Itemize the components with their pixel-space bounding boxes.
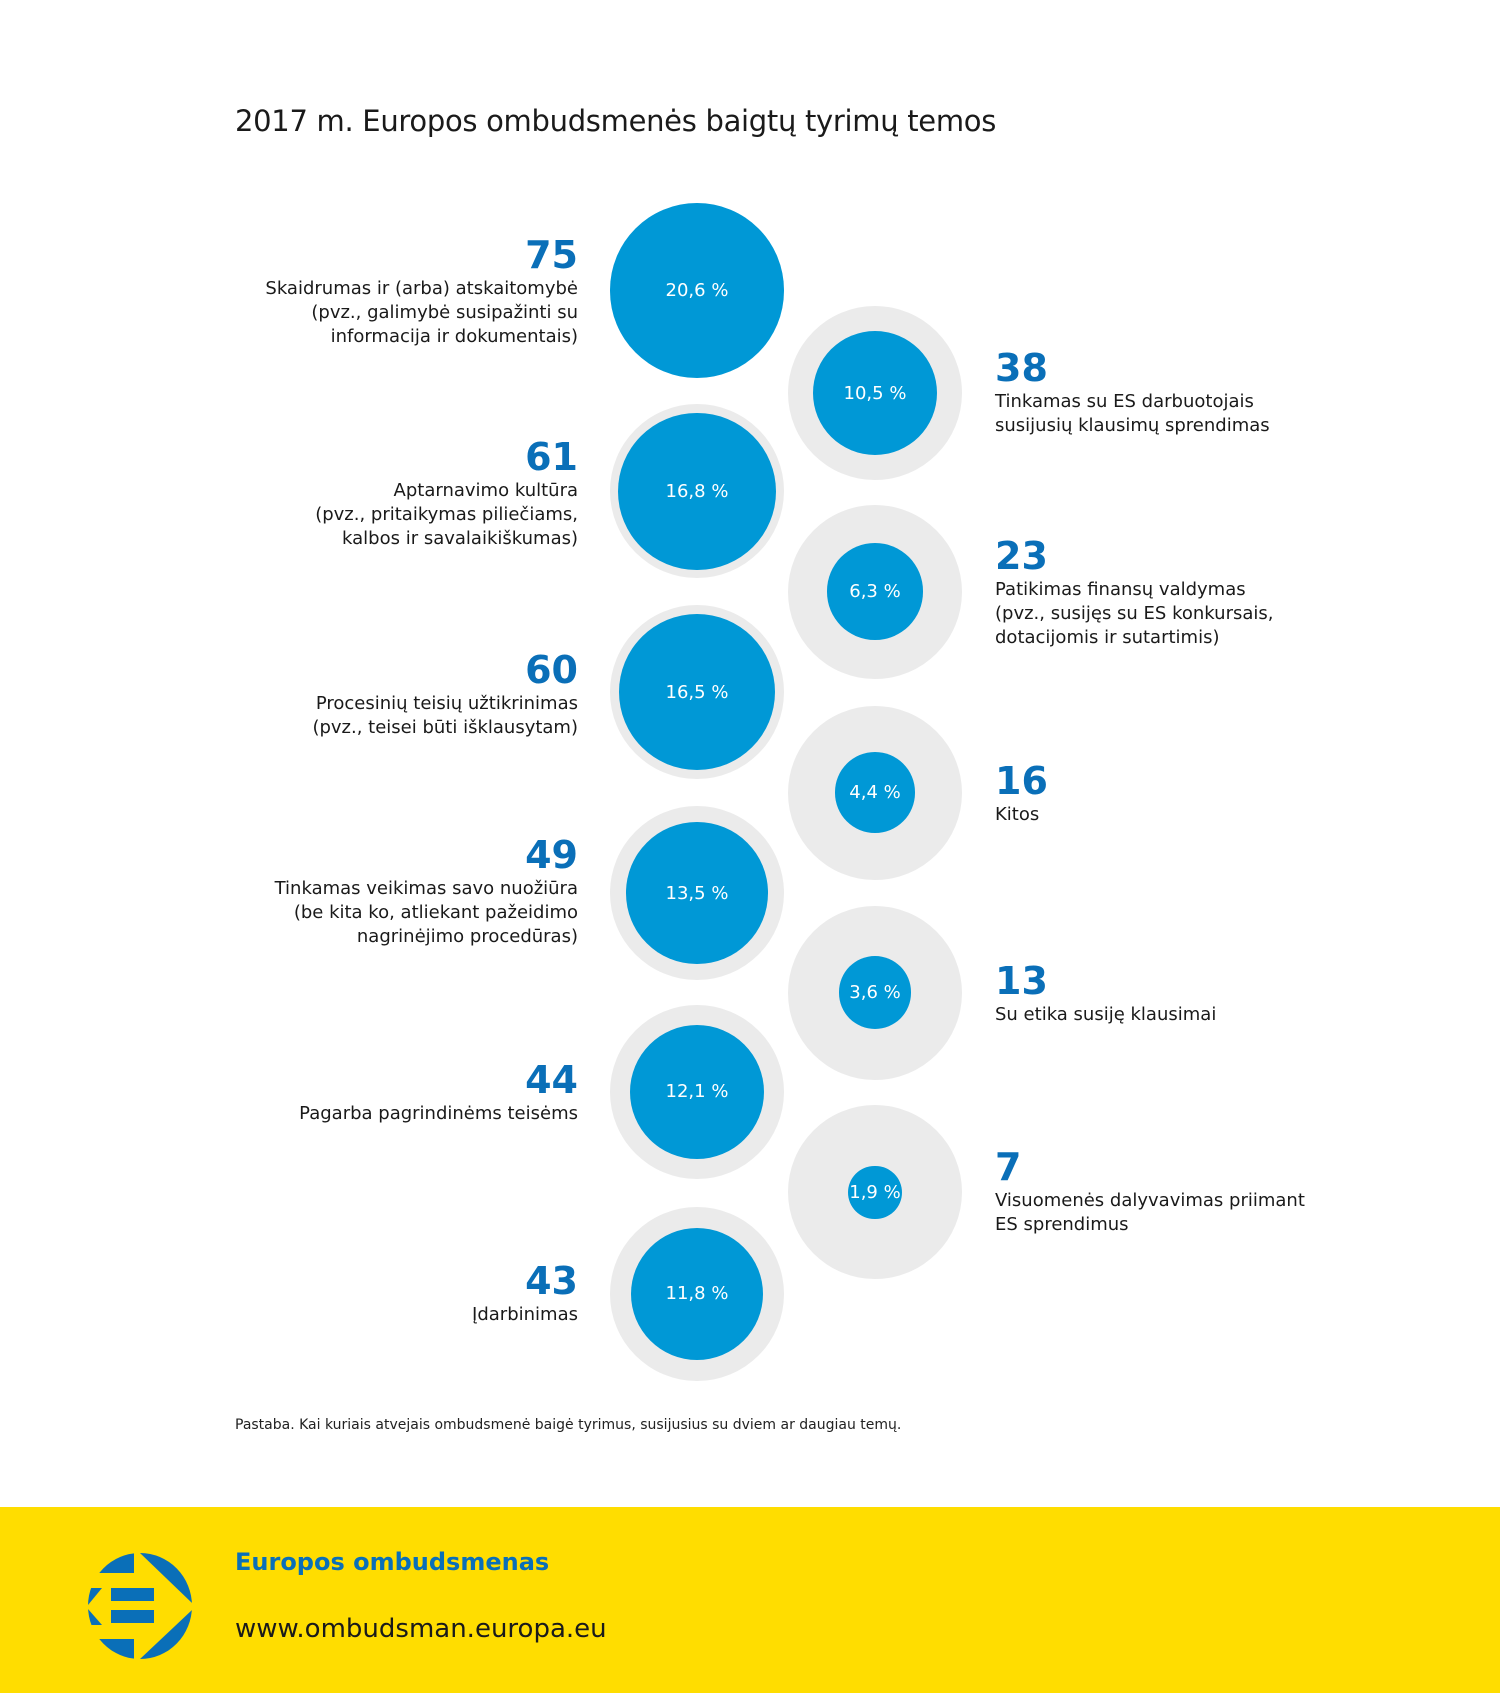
category-name: Patikimas finansų valdymas (pvz., susiję… <box>995 579 1274 649</box>
percent-label: 10,5 % <box>843 382 907 404</box>
percent-label: 12,1 % <box>665 1081 729 1103</box>
category-name: Įdarbinimas <box>472 1303 578 1325</box>
bubble: 10,5 % <box>812 330 938 456</box>
category-label: 49 Tinkamas veikimas savo nuožiūra (be ki… <box>158 835 578 949</box>
percent-label: 20,6 % <box>665 280 729 301</box>
percent-label: 16,8 % <box>665 480 729 502</box>
count-value: 7 <box>995 1145 1022 1190</box>
category-label: 60 Procesinių teisių užtikrinimas (pvz., … <box>158 650 578 740</box>
category-label: 43 Įdarbinimas <box>158 1261 578 1327</box>
category-name: Kitos <box>995 803 1040 825</box>
bubble: 13,5 % <box>626 822 768 964</box>
count-value: 13 <box>995 958 1048 1003</box>
percent-label: 3,6 % <box>849 982 901 1003</box>
category-name: Skaidrumas ir (arba) atskaitomybė (pvz.,… <box>265 277 578 347</box>
chart-title: 2017 m. Europos ombudsmenės baigtų tyrim… <box>235 104 997 138</box>
count-value: 61 <box>525 434 578 479</box>
category-name: Procesinių teisių užtikrinimas (pvz., te… <box>312 692 578 738</box>
category-name: Su etika susiję klausimai <box>995 1003 1217 1025</box>
bubble: 6,3 % <box>826 543 924 641</box>
bubble: 16,5 % <box>618 614 776 771</box>
count-value: 16 <box>995 758 1048 803</box>
count-value: 60 <box>525 647 578 692</box>
website-link[interactable]: www.ombudsman.europa.eu <box>235 1614 607 1644</box>
percent-label: 1,9 % <box>849 1181 901 1203</box>
ombudsman-logo-icon <box>88 1553 192 1659</box>
category-label: 23 Patikimas finansų valdymas (pvz., susi… <box>995 536 1415 650</box>
bubble: 1,9 % <box>848 1165 902 1220</box>
category-label: 7 Visuomenės dalyvavimas priimant ES spre… <box>995 1147 1415 1237</box>
bubble: 20,6 % <box>609 203 785 378</box>
category-name: Tinkamas veikimas savo nuožiūra (be kita… <box>274 878 578 948</box>
category-name: Tinkamas su ES darbuotojais susijusių kl… <box>995 391 1270 437</box>
percent-label: 16,5 % <box>665 681 729 703</box>
count-value: 38 <box>995 346 1048 391</box>
category-name: Visuomenės dalyvavimas priimant ES spren… <box>995 1190 1305 1236</box>
bubble: 12,1 % <box>630 1024 764 1159</box>
bubble: 16,8 % <box>618 412 776 571</box>
category-label: 44 Pagarba pagrindinėms teisėms <box>158 1060 578 1126</box>
category-label: 61 Aptarnavimo kultūra (pvz., pritaikymas… <box>158 437 578 551</box>
bubble: 11,8 % <box>630 1227 764 1361</box>
percent-label: 4,4 % <box>849 782 901 804</box>
organization-name: Europos ombudsmenas <box>235 1548 550 1576</box>
count-value: 75 <box>525 232 578 277</box>
category-label: 16 Kitos <box>995 761 1415 827</box>
category-label: 38 Tinkamas su ES darbuotojais susijusių … <box>995 348 1415 438</box>
percent-label: 6,3 % <box>849 581 901 603</box>
footnote: Pastaba. Kai kuriais atvejais ombudsmenė… <box>235 1417 902 1433</box>
category-label: 75 Skaidrumas ir (arba) atskaitomybė (pvz… <box>158 235 578 349</box>
count-value: 43 <box>525 1258 578 1303</box>
count-value: 49 <box>525 833 578 878</box>
percent-label: 11,8 % <box>665 1283 729 1305</box>
bubble: 3,6 % <box>838 956 912 1029</box>
count-value: 44 <box>525 1058 578 1102</box>
category-name: Aptarnavimo kultūra (pvz., pritaikymas p… <box>315 479 578 549</box>
category-label: 13 Su etika susiję klausimai <box>995 961 1415 1027</box>
category-name: Pagarba pagrindinėms teisėms <box>299 1103 578 1124</box>
count-value: 23 <box>995 534 1048 579</box>
bubble: 4,4 % <box>834 752 916 834</box>
footer <box>0 1507 1500 1693</box>
percent-label: 13,5 % <box>665 882 729 904</box>
